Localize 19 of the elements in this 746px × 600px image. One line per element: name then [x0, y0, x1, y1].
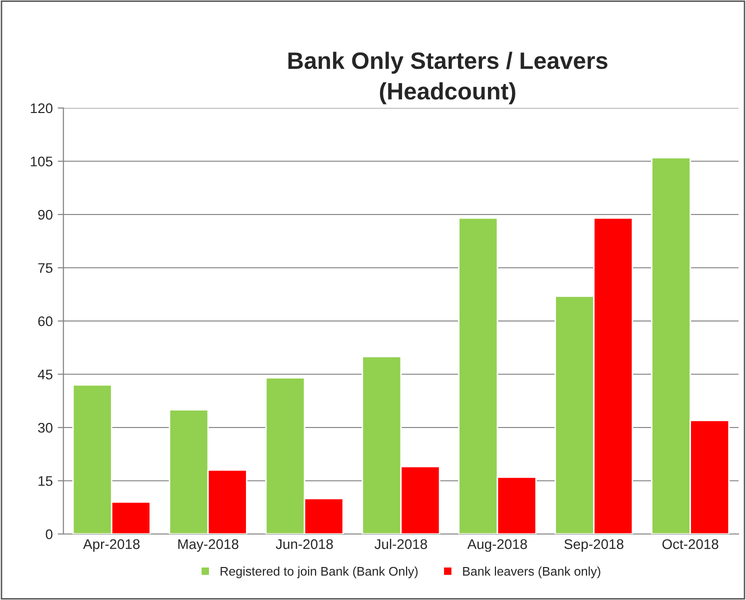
legend-label: Bank leavers (Bank only) — [463, 566, 600, 578]
x-tick-label: May-2018 — [178, 539, 238, 552]
x-tick-label: Aug-2018 — [467, 539, 527, 552]
y-tick-label: 105 — [30, 156, 52, 166]
x-tick-label: Sep-2018 — [564, 539, 624, 552]
y-tick-label: 30 — [38, 422, 52, 433]
y-tick-label: 75 — [38, 263, 52, 273]
legend-label: Registered to join Bank (Bank Only) — [220, 566, 418, 578]
y-tick-label: 60 — [38, 316, 52, 326]
chart-title: Bank Only Starters / Leavers (Headcount) — [288, 52, 608, 104]
y-tick-label: 0 — [46, 529, 52, 540]
x-tick-label: Apr-2018 — [83, 539, 140, 552]
y-tick-label: 120 — [30, 103, 52, 114]
y-tick-label: 15 — [38, 476, 52, 486]
y-tick-label: 90 — [38, 210, 52, 220]
x-tick-label: Oct-2018 — [662, 539, 718, 550]
x-tick-label: Jun-2018 — [276, 539, 333, 550]
x-tick-label: Jul-2018 — [374, 538, 428, 550]
y-tick-label: 45 — [38, 370, 52, 380]
